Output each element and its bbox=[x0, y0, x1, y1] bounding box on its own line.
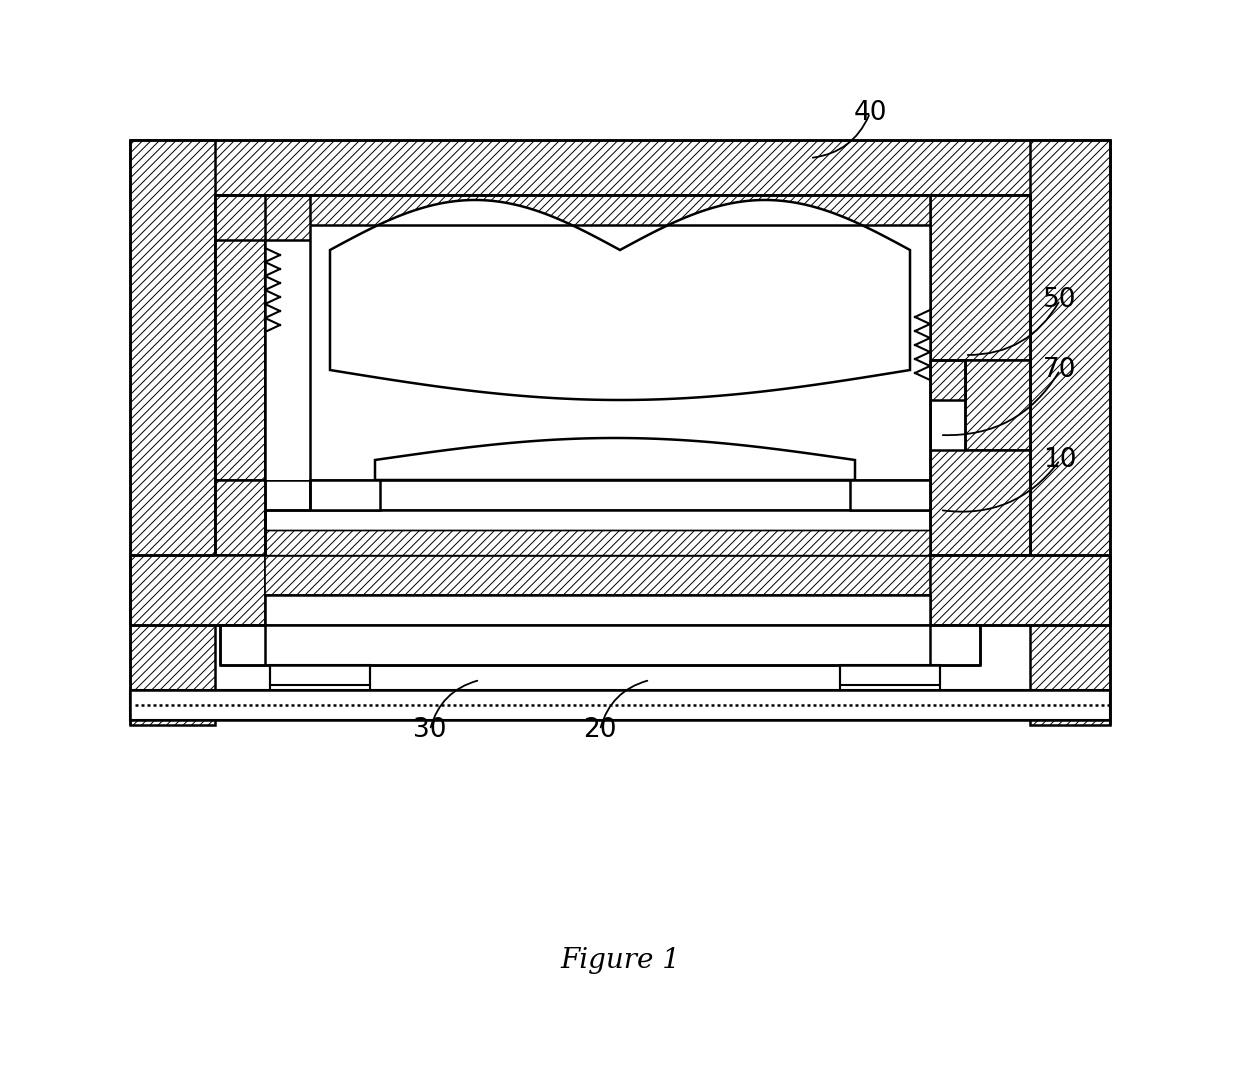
Polygon shape bbox=[265, 240, 310, 480]
Polygon shape bbox=[965, 360, 1030, 450]
Polygon shape bbox=[265, 555, 930, 595]
Text: 10: 10 bbox=[1043, 447, 1076, 473]
Polygon shape bbox=[310, 225, 930, 480]
Polygon shape bbox=[130, 555, 265, 625]
Polygon shape bbox=[265, 195, 930, 480]
Polygon shape bbox=[215, 480, 265, 555]
Text: 20: 20 bbox=[583, 717, 616, 743]
Text: 40: 40 bbox=[853, 100, 887, 126]
Text: 50: 50 bbox=[1043, 287, 1076, 313]
Text: Figure 1: Figure 1 bbox=[560, 947, 680, 973]
Polygon shape bbox=[130, 140, 1110, 195]
Polygon shape bbox=[130, 690, 1110, 720]
Polygon shape bbox=[930, 450, 1030, 555]
Polygon shape bbox=[215, 195, 310, 480]
Polygon shape bbox=[219, 625, 980, 665]
Polygon shape bbox=[310, 480, 379, 510]
Polygon shape bbox=[265, 595, 930, 625]
Polygon shape bbox=[930, 360, 965, 400]
Text: 70: 70 bbox=[1043, 357, 1076, 383]
Polygon shape bbox=[270, 665, 370, 685]
Polygon shape bbox=[265, 510, 930, 555]
Polygon shape bbox=[849, 480, 930, 510]
Polygon shape bbox=[330, 200, 910, 400]
Polygon shape bbox=[130, 140, 215, 725]
Text: 30: 30 bbox=[413, 717, 446, 743]
Polygon shape bbox=[265, 530, 930, 555]
Polygon shape bbox=[839, 665, 940, 685]
Polygon shape bbox=[374, 438, 856, 480]
Polygon shape bbox=[1030, 140, 1110, 725]
Polygon shape bbox=[930, 195, 1030, 360]
Polygon shape bbox=[310, 480, 930, 510]
Polygon shape bbox=[930, 555, 1110, 625]
